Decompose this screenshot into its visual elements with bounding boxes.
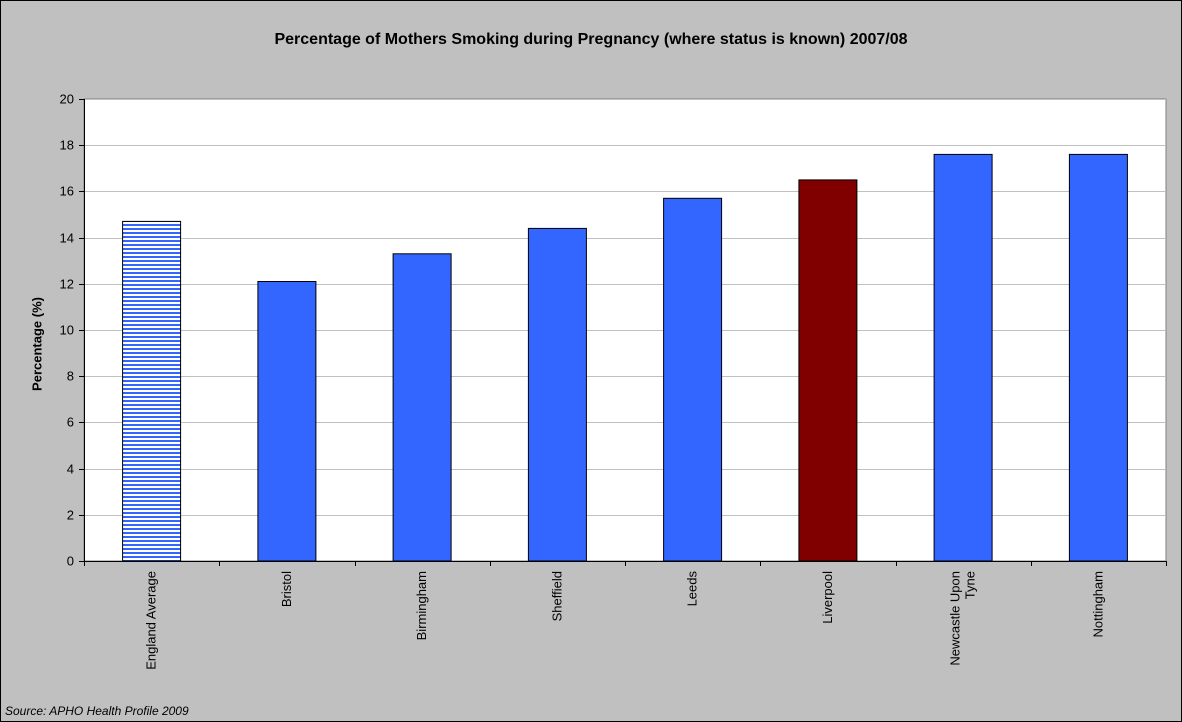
chart-title: Percentage of Mothers Smoking during Pre… xyxy=(274,31,908,48)
bar-england-average xyxy=(122,220,182,562)
source-note: Source: APHO Health Profile 2009 xyxy=(5,704,189,718)
x-tick-label: Sheffield xyxy=(549,571,564,621)
x-tick-label: Newcastle UponTyne xyxy=(948,571,978,666)
x-tick-label-line: Tyne xyxy=(963,571,978,599)
x-tick-label-line: Leeds xyxy=(685,571,700,607)
y-tick-label: 2 xyxy=(67,508,74,523)
x-tick-label-line: England Average xyxy=(144,571,159,670)
x-tick-label-line: Sheffield xyxy=(549,571,564,621)
y-tick-label: 16 xyxy=(60,184,74,199)
x-tick-label-line: Newcastle Upon xyxy=(948,571,963,666)
y-tick-label: 6 xyxy=(67,415,74,430)
x-tick-label: Nottingham xyxy=(1090,571,1105,637)
bar-nottingham xyxy=(1068,153,1128,562)
bar-bristol xyxy=(257,281,317,562)
y-tick-label: 12 xyxy=(60,277,74,292)
bar-liverpool xyxy=(798,179,858,562)
x-tick-label: Bristol xyxy=(279,571,294,607)
y-tick-label: 18 xyxy=(60,138,74,153)
y-tick-label: 14 xyxy=(60,231,74,246)
x-tick-label: Birmingham xyxy=(414,571,429,640)
bar-newcastle-upon-tyne xyxy=(933,153,993,562)
x-tick-label-line: Nottingham xyxy=(1090,571,1105,637)
x-tick-label-line: Liverpool xyxy=(820,571,835,624)
y-tick-label: 4 xyxy=(67,462,74,477)
y-tick-label: 0 xyxy=(67,554,74,569)
y-tick-label: 8 xyxy=(67,369,74,384)
x-tick-label: Liverpool xyxy=(820,571,835,624)
x-tick-label-line: Bristol xyxy=(279,571,294,607)
y-tick-label: 20 xyxy=(60,92,74,107)
y-tick-label: 10 xyxy=(60,323,74,338)
plot-area: 0 2 4 6 8 10 12 14 16 18 20 England Average Bristol B… xyxy=(60,92,1167,670)
x-tick-label: Leeds xyxy=(685,571,700,607)
bar-leeds xyxy=(663,197,723,562)
bar-sheffield xyxy=(527,227,587,562)
x-tick-label-line: Birmingham xyxy=(414,571,429,640)
x-tick-label: England Average xyxy=(144,571,159,670)
bar-birmingham xyxy=(392,253,452,562)
